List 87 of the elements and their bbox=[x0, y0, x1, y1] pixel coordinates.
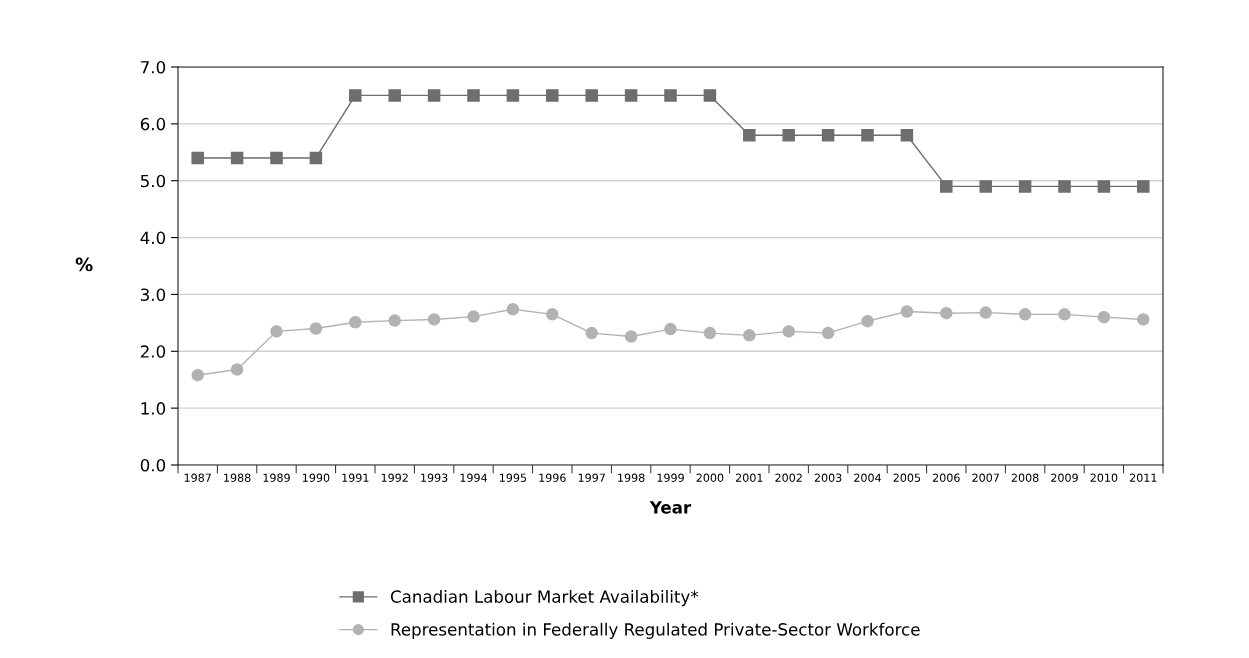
point bbox=[1058, 180, 1071, 193]
x-tick-label: 2009 bbox=[1051, 473, 1078, 482]
point bbox=[191, 151, 204, 165]
y-tick-label: 0.0 bbox=[140, 458, 166, 472]
point bbox=[821, 128, 835, 142]
point bbox=[979, 306, 992, 319]
point bbox=[1097, 180, 1111, 193]
point bbox=[546, 308, 559, 321]
point bbox=[506, 89, 520, 102]
x-tick-label: 1996 bbox=[539, 473, 566, 482]
x-tick-label: 2011 bbox=[1129, 473, 1157, 482]
y-tick-label: 5.0 bbox=[140, 174, 166, 188]
x-tick-label: 2008 bbox=[1011, 473, 1039, 482]
point bbox=[900, 305, 914, 318]
point bbox=[230, 151, 244, 165]
point bbox=[349, 316, 362, 329]
x-tick-label: 1994 bbox=[460, 473, 488, 482]
point bbox=[467, 310, 480, 323]
x-tick-label: 2005 bbox=[893, 473, 921, 482]
point bbox=[270, 325, 283, 338]
point bbox=[821, 326, 835, 340]
point bbox=[388, 89, 401, 102]
point bbox=[309, 322, 323, 335]
y-tick-label: 1.0 bbox=[141, 402, 166, 415]
x-tick-label: 2001 bbox=[735, 473, 763, 482]
legend-label: Canadian Labour Market Availability* bbox=[390, 590, 699, 607]
x-tick-label: 1990 bbox=[302, 473, 330, 482]
x-tick-label: 1999 bbox=[657, 473, 684, 482]
point bbox=[585, 326, 598, 340]
point bbox=[664, 322, 677, 336]
point bbox=[743, 128, 756, 142]
y-tick-label: 3.0 bbox=[140, 288, 166, 301]
point bbox=[270, 151, 283, 165]
y-tick-label: 4.0 bbox=[140, 231, 166, 245]
x-tick-label: 1995 bbox=[499, 473, 527, 482]
point bbox=[664, 89, 677, 102]
point bbox=[1137, 180, 1150, 193]
x-tick-label: 2006 bbox=[932, 473, 960, 482]
point bbox=[349, 89, 362, 102]
point bbox=[191, 368, 204, 382]
y-axis-title: % bbox=[75, 257, 93, 272]
point bbox=[782, 128, 795, 142]
x-tick-label: 1992 bbox=[381, 473, 408, 482]
point bbox=[861, 128, 874, 142]
point bbox=[427, 89, 441, 102]
point bbox=[467, 89, 480, 102]
point bbox=[1058, 308, 1071, 321]
point bbox=[546, 89, 559, 102]
point bbox=[861, 314, 874, 328]
point bbox=[1137, 313, 1150, 326]
x-tick-label: 2004 bbox=[854, 473, 882, 482]
x-tick-label: 2007 bbox=[972, 473, 999, 482]
y-tick-label: 2.0 bbox=[140, 345, 166, 358]
legend-label: Representation in Federally Regulated Private-Sector Workforce bbox=[391, 622, 920, 639]
point bbox=[703, 89, 717, 102]
x-tick-label: 2010 bbox=[1090, 473, 1118, 482]
x-tick-label: 1987 bbox=[184, 473, 211, 482]
point bbox=[309, 151, 323, 165]
point bbox=[624, 89, 638, 102]
point bbox=[782, 325, 795, 338]
point bbox=[230, 363, 244, 376]
point bbox=[506, 302, 520, 316]
x-tick-label: 2000 bbox=[696, 473, 724, 482]
point bbox=[900, 128, 914, 142]
point bbox=[624, 330, 638, 343]
point bbox=[388, 314, 401, 327]
point bbox=[427, 313, 441, 326]
x-tick-label: 1988 bbox=[224, 473, 251, 482]
point bbox=[940, 180, 953, 193]
point bbox=[1097, 310, 1111, 324]
point bbox=[1018, 180, 1032, 193]
x-tick-label: 1997 bbox=[578, 473, 605, 482]
x-tick-label: 1998 bbox=[618, 473, 645, 482]
x-tick-label: 2002 bbox=[775, 473, 802, 482]
y-tick-label: 7.0 bbox=[141, 60, 166, 74]
x-tick-label: 1993 bbox=[421, 473, 448, 482]
point bbox=[1018, 308, 1032, 321]
y-tick-label: 6.0 bbox=[140, 117, 166, 131]
x-tick-label: 2003 bbox=[814, 473, 842, 482]
x-tick-label: 1989 bbox=[263, 473, 290, 482]
point bbox=[940, 306, 953, 320]
point bbox=[979, 180, 992, 193]
x-tick-label: 1991 bbox=[342, 473, 369, 482]
point bbox=[703, 326, 717, 340]
x-axis-title: Year bbox=[649, 501, 692, 514]
point bbox=[585, 89, 598, 102]
point bbox=[743, 329, 756, 342]
